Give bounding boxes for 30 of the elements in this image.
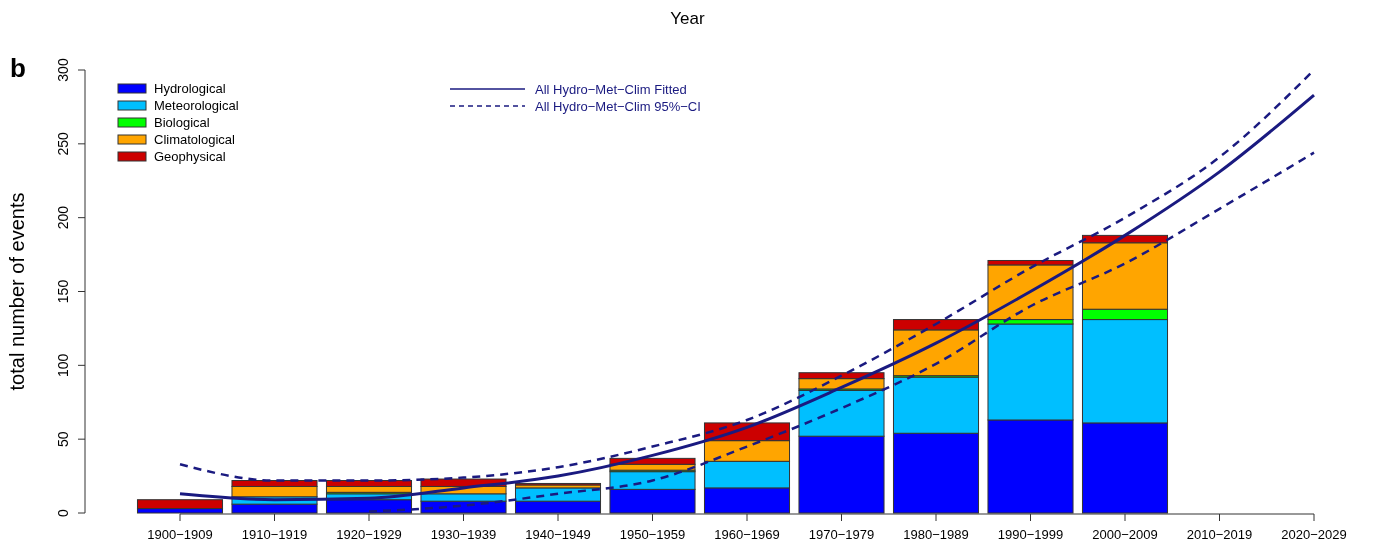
x-tick-label: 2020−2029 bbox=[1281, 527, 1347, 542]
text: All Hydro−Met−Clim Fitted bbox=[535, 82, 687, 97]
y-tick-label: 50 bbox=[55, 431, 71, 447]
y-tick-label: 300 bbox=[55, 58, 71, 82]
chart-title: Year bbox=[670, 9, 706, 28]
legend-label: Biological bbox=[154, 115, 210, 130]
x-tick-label: 1950−1959 bbox=[619, 527, 686, 542]
legend-label: Meteorological bbox=[154, 98, 239, 113]
y-tick-label: 0 bbox=[55, 508, 71, 517]
x-tick-label: 1900−1909 bbox=[147, 527, 213, 542]
x-tick-label: 1940−1949 bbox=[525, 527, 591, 542]
y-axis-title: total number of events bbox=[6, 192, 28, 391]
y-tick-label: 200 bbox=[55, 205, 71, 230]
x-tick-label: 2000−2009 bbox=[1092, 527, 1158, 542]
x-tick-label: 1920−1929 bbox=[336, 527, 402, 542]
legend-label: Climatological bbox=[154, 132, 236, 147]
y-tick-label: 150 bbox=[55, 279, 71, 304]
legend-label: Geophysical bbox=[154, 149, 226, 164]
x-tick-label: 2010−2019 bbox=[1186, 527, 1253, 542]
y-tick-label: 250 bbox=[55, 131, 71, 156]
text: All Hydro−Met−Clim 95%−CI bbox=[535, 99, 701, 114]
x-tick-label: 1910−1919 bbox=[241, 527, 308, 542]
legend-label: Hydrological bbox=[154, 81, 226, 96]
x-tick-label: 1980−1989 bbox=[903, 527, 969, 542]
text: b bbox=[10, 53, 26, 83]
y-tick-label: 100 bbox=[55, 353, 71, 378]
x-tick-label: 1990−1999 bbox=[997, 527, 1064, 542]
x-tick-label: 1970−1979 bbox=[808, 527, 875, 542]
x-tick-label: 1930−1939 bbox=[430, 527, 497, 542]
x-tick-label: 1960−1969 bbox=[714, 527, 780, 542]
